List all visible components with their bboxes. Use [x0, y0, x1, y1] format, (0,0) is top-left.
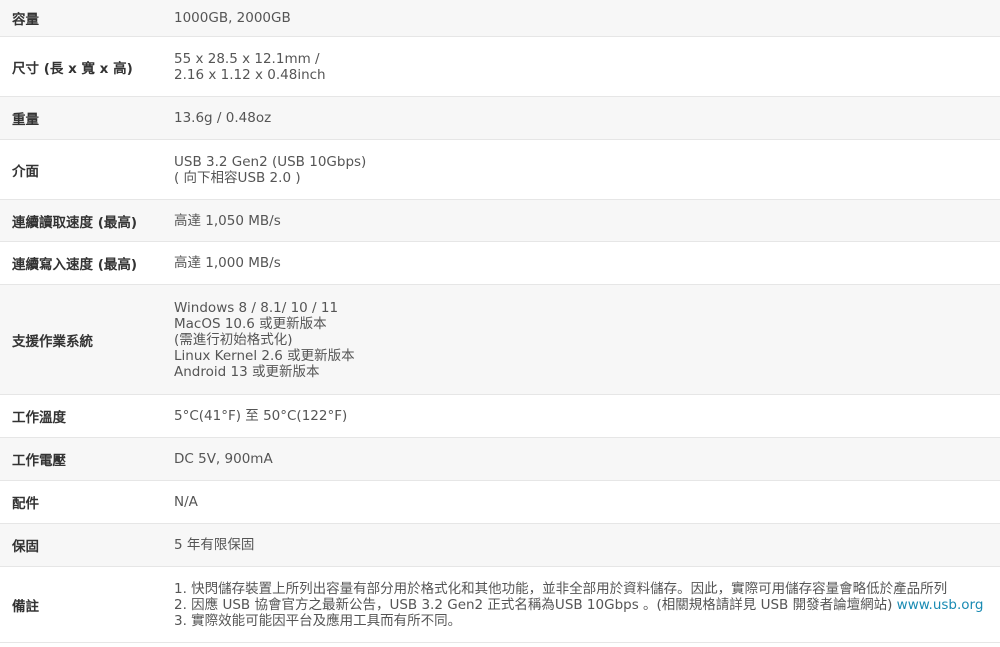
spec-label: 介面 — [12, 163, 39, 180]
spec-label: 連續讀取速度 (最高) — [12, 214, 138, 231]
spec-row: 連續讀取速度 (最高) 高達 1,050 MB/s — [0, 200, 1000, 242]
spec-value: DC 5V, 900mA — [174, 451, 1000, 467]
spec-value-line: DC 5V, 900mA — [174, 451, 1000, 467]
spec-value-line: ( 向下相容USB 2.0 ) — [174, 170, 1000, 186]
spec-value-line: 1000GB, 2000GB — [174, 10, 1000, 26]
spec-value-text: 5°C(41°F) 至 50°C(122°F) — [174, 408, 348, 424]
spec-row: 連續寫入速度 (最高) 高達 1,000 MB/s — [0, 242, 1000, 285]
spec-value-text: Linux Kernel 2.6 或更新版本 — [174, 347, 355, 364]
spec-value-text: USB 3.2 Gen2 (USB 10Gbps) — [174, 153, 367, 170]
spec-row: 重量 13.6g / 0.48oz — [0, 97, 1000, 140]
spec-value-text: 3. 實際效能可能因平台及應用工具而有所不同。 — [174, 612, 462, 629]
spec-label: 保固 — [12, 539, 39, 555]
spec-value-line: 2. 因應 USB 協會官方之最新公告，USB 3.2 Gen2 正式名稱為US… — [174, 597, 1000, 613]
spec-value-text: 高達 1,050 MB/s — [174, 212, 281, 229]
spec-value-line: 1. 快閃儲存裝置上所列出容量有部分用於格式化和其他功能，並非全部用於資料儲存。… — [174, 581, 1000, 597]
spec-value-text: DC 5V, 900mA — [174, 451, 273, 467]
spec-value-text: 55 x 28.5 x 12.1mm / — [174, 50, 320, 67]
spec-value-text: (需進行初始格式化) — [174, 331, 293, 348]
spec-value-line: N/A — [174, 494, 1000, 510]
spec-label: 重量 — [12, 112, 39, 128]
spec-value-line: Windows 8 / 8.1/ 10 / 11 — [174, 300, 1000, 316]
spec-value-text: N/A — [174, 494, 198, 510]
spec-value-text: 5 年有限保固 — [174, 537, 255, 553]
spec-value: Windows 8 / 8.1/ 10 / 11 MacOS 10.6 或更新版本… — [174, 300, 1000, 380]
spec-value-line: 高達 1,050 MB/s — [174, 213, 1000, 229]
spec-value-text: 13.6g / 0.48oz — [174, 110, 272, 126]
spec-value: N/A — [174, 494, 1000, 510]
spec-value-line: 5 年有限保固 — [174, 537, 1000, 553]
spec-label: 備註 — [12, 598, 39, 615]
spec-label: 連續寫入速度 (最高) — [12, 257, 138, 273]
spec-label: 配件 — [12, 496, 39, 512]
spec-value-line: 5°C(41°F) 至 50°C(122°F) — [174, 408, 1000, 424]
spec-value-line: MacOS 10.6 或更新版本 — [174, 316, 1000, 332]
spec-value-text: 高達 1,000 MB/s — [174, 255, 281, 271]
spec-label: 尺寸 (長 x 寬 x 高) — [12, 60, 133, 77]
spec-value-line: USB 3.2 Gen2 (USB 10Gbps) — [174, 154, 1000, 170]
spec-value: 1000GB, 2000GB — [174, 10, 1000, 26]
spec-value: 13.6g / 0.48oz — [174, 110, 1000, 126]
spec-row: 容量 1000GB, 2000GB — [0, 0, 1000, 37]
spec-value-text: 1. 快閃儲存裝置上所列出容量有部分用於格式化和其他功能，並非全部用於資料儲存。… — [174, 580, 948, 597]
spec-value-line: Android 13 或更新版本 — [174, 364, 1000, 380]
spec-value: 高達 1,050 MB/s — [174, 213, 1000, 229]
spec-value-line: Linux Kernel 2.6 或更新版本 — [174, 348, 1000, 364]
spec-value-line: 13.6g / 0.48oz — [174, 110, 1000, 126]
spec-label: 支援作業系統 — [12, 333, 93, 350]
spec-value-line: 高達 1,000 MB/s — [174, 255, 1000, 271]
spec-value-text: 2. 因應 USB 協會官方之最新公告，USB 3.2 Gen2 正式名稱為US… — [174, 596, 897, 613]
spec-row: 介面 USB 3.2 Gen2 (USB 10Gbps)( 向下相容USB 2.0… — [0, 140, 1000, 200]
spec-row: 配件 N/A — [0, 481, 1000, 524]
spec-row: 備註 1. 快閃儲存裝置上所列出容量有部分用於格式化和其他功能，並非全部用於資料儲… — [0, 567, 1000, 643]
spec-row: 工作電壓 DC 5V, 900mA — [0, 438, 1000, 481]
spec-value-line: 55 x 28.5 x 12.1mm / — [174, 51, 1000, 67]
spec-value-text: MacOS 10.6 或更新版本 — [174, 315, 327, 332]
spec-value: 高達 1,000 MB/s — [174, 255, 1000, 271]
spec-value-line: (需進行初始格式化) — [174, 332, 1000, 348]
spec-label: 工作電壓 — [12, 453, 66, 469]
spec-value: USB 3.2 Gen2 (USB 10Gbps)( 向下相容USB 2.0 ) — [174, 154, 1000, 186]
spec-label: 容量 — [12, 12, 39, 28]
spec-value: 5°C(41°F) 至 50°C(122°F) — [174, 408, 1000, 424]
spec-row: 工作溫度 5°C(41°F) 至 50°C(122°F) — [0, 395, 1000, 438]
spec-value-text: 1000GB, 2000GB — [174, 10, 291, 26]
spec-value: 5 年有限保固 — [174, 537, 1000, 553]
spec-value-line: 2.16 x 1.12 x 0.48inch — [174, 67, 1000, 83]
spec-value-text: Android 13 或更新版本 — [174, 363, 320, 380]
spec-label: 工作溫度 — [12, 410, 66, 426]
usb-org-link[interactable]: www.usb.org — [896, 596, 984, 613]
spec-row: 尺寸 (長 x 寬 x 高) 55 x 28.5 x 12.1mm /2.16 x… — [0, 37, 1000, 97]
spec-value: 55 x 28.5 x 12.1mm /2.16 x 1.12 x 0.48in… — [174, 51, 1000, 83]
spec-row: 保固 5 年有限保固 — [0, 524, 1000, 567]
spec-row: 支援作業系統 Windows 8 / 8.1/ 10 / 11 MacOS 10.6… — [0, 285, 1000, 395]
spec-value: 1. 快閃儲存裝置上所列出容量有部分用於格式化和其他功能，並非全部用於資料儲存。… — [174, 581, 1000, 629]
spec-value-text: Windows 8 / 8.1/ 10 / 11 — [174, 299, 339, 316]
spec-value-line: 3. 實際效能可能因平台及應用工具而有所不同。 — [174, 613, 1000, 629]
spec-value-text: ( 向下相容USB 2.0 ) — [174, 169, 301, 186]
spec-value-text: 2.16 x 1.12 x 0.48inch — [174, 66, 326, 83]
